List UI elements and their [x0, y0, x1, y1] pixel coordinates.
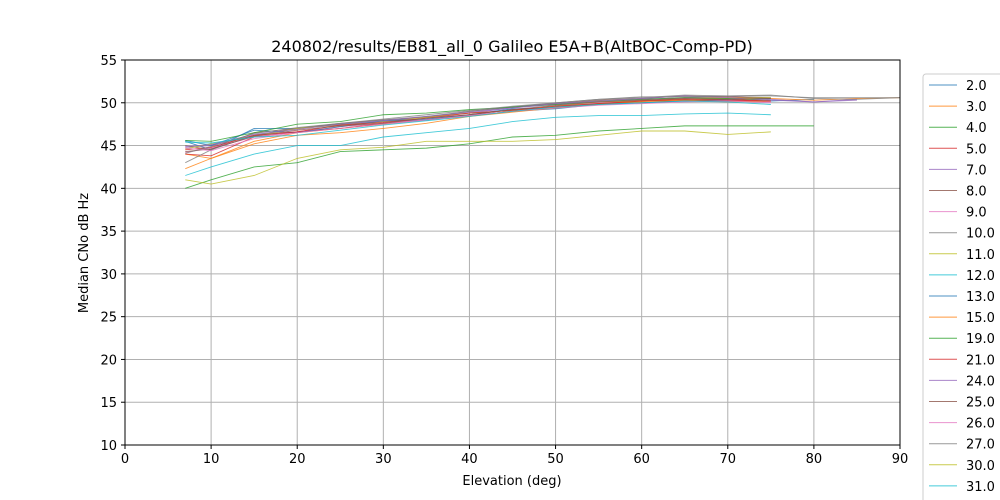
series-line-4.0 [185, 125, 814, 189]
grid [124, 59, 901, 446]
y-tick-label: 25 [100, 311, 117, 326]
y-tick-label: 50 [100, 97, 117, 112]
legend-label: 26.0 [966, 417, 995, 432]
legend-label: 7.0 [966, 163, 987, 178]
legend-label: 4.0 [966, 121, 987, 136]
y-tick-label: 15 [100, 396, 117, 411]
legend-label: 15.0 [966, 311, 995, 326]
x-tick-label: 30 [375, 452, 392, 467]
series-line-2.0 [185, 98, 814, 151]
legend-box [922, 73, 1000, 500]
series-line-25.0 [185, 98, 771, 152]
legend-label: 5.0 [966, 142, 987, 157]
x-tick-label: 0 [121, 452, 129, 467]
y-tick-label: 35 [100, 225, 117, 240]
x-tick-label: 60 [633, 452, 650, 467]
ticks: 0 10 20 30 40 50 60 70 80 90 10 15 20 25 30 35 40 45 50 55 [100, 54, 908, 467]
x-tick-label: 20 [289, 452, 306, 467]
legend-label: 10.0 [966, 227, 995, 242]
x-tick-label: 90 [892, 452, 909, 467]
legend-label: 2.0 [966, 79, 987, 94]
series-line-24.0 [185, 95, 857, 147]
legend-label: 8.0 [966, 185, 987, 200]
chart-title: 240802/results/EB81_all_0 Galileo E5A+B(… [271, 37, 753, 57]
y-tick-label: 45 [100, 140, 117, 155]
x-tick-label: 10 [203, 452, 220, 467]
series-line-8.0 [185, 95, 771, 151]
x-tick-label: 70 [720, 452, 737, 467]
x-axis-label: Elevation (deg) [462, 474, 561, 489]
legend-label: 21.0 [966, 353, 995, 368]
y-tick-label: 55 [100, 54, 117, 69]
legend-label: 12.0 [966, 269, 995, 284]
legend-label: 30.0 [966, 459, 995, 474]
x-tick-label: 40 [461, 452, 478, 467]
legend-label: 27.0 [966, 438, 995, 453]
legend-label: 9.0 [966, 206, 987, 221]
series-line-13.0 [185, 98, 771, 147]
series-lines [185, 94, 901, 189]
y-tick-label: 30 [100, 268, 117, 283]
legend-label: 19.0 [966, 332, 995, 347]
x-tick-label: 80 [806, 452, 823, 467]
legend-label: 25.0 [966, 396, 995, 411]
y-axis-label: Median CNo dB Hz [77, 193, 92, 313]
plot-frame [124, 59, 901, 446]
legend-label: 31.0 [966, 480, 995, 495]
y-tick-label: 40 [100, 182, 117, 197]
y-tick-label: 20 [100, 353, 117, 368]
y-tick-label: 10 [100, 439, 117, 454]
series-line-9.0 [185, 98, 771, 153]
series-line-27.0 [185, 95, 900, 154]
legend-label: 3.0 [966, 100, 987, 115]
series-line-19.0 [185, 97, 771, 142]
series-line-5.0 [185, 98, 771, 157]
series-line-12.0 [185, 112, 771, 176]
series-line-31.0 [185, 100, 771, 144]
legend: 2.0 3.0 4.0 5.0 7.0 8.0 9.0 10.0 11.0 12.0 13.0 15.… [922, 73, 1000, 500]
legend-label: 24.0 [966, 374, 995, 389]
series-line-30.0 [185, 130, 771, 185]
legend-label: 13.0 [966, 290, 995, 305]
x-tick-label: 50 [547, 452, 564, 467]
legend-label: 11.0 [966, 248, 995, 263]
